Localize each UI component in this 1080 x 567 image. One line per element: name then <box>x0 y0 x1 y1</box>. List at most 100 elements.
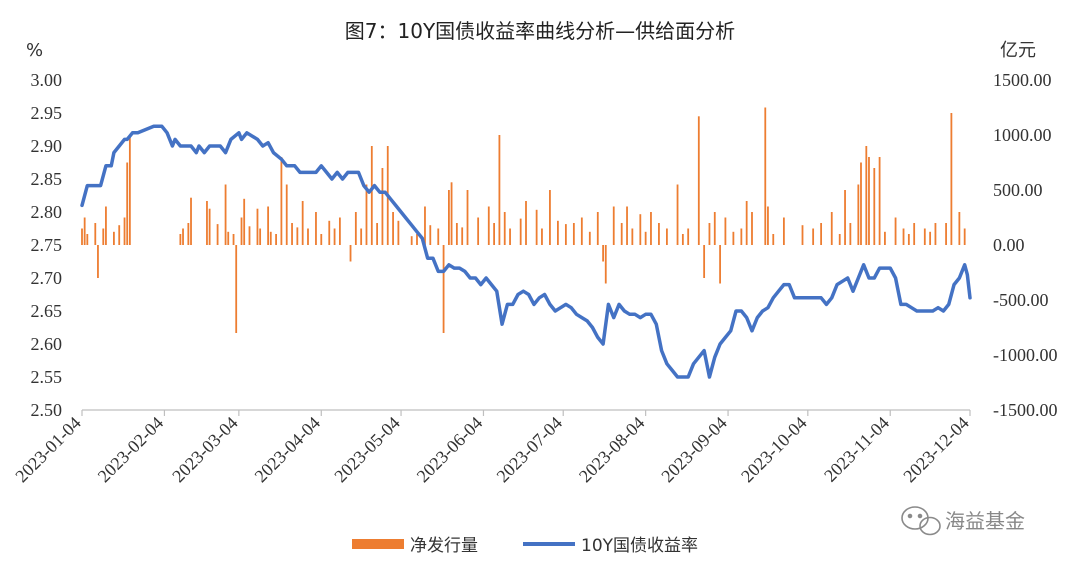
net-issuance-bar <box>477 217 480 245</box>
net-issuance-bar <box>232 234 235 245</box>
net-issuance-bar <box>360 228 363 245</box>
net-issuance-bar <box>844 190 846 245</box>
net-issuance-bar <box>280 157 283 245</box>
left-tick-label: 2.90 <box>31 136 63 156</box>
net-issuance-bar <box>801 225 804 245</box>
left-axis-ticks: 2.50 2.55 2.60 2.65 2.70 2.75 2.80 2.85 2.90 2.95… <box>31 70 63 420</box>
x-tick-label: 2023-10-04 <box>737 413 811 487</box>
net-issuance-bar <box>442 245 445 333</box>
net-issuance-bar <box>764 107 767 245</box>
net-issuance-bar <box>703 245 706 278</box>
x-tick-label: 2023-02-04 <box>94 413 168 487</box>
net-issuance-bar <box>929 231 932 245</box>
net-issuance-bar <box>676 184 679 245</box>
net-issuance-bar <box>631 228 634 245</box>
left-tick-label: 2.85 <box>31 169 63 189</box>
x-tick-label: 2023-07-04 <box>493 413 567 487</box>
net-issuance-bar <box>697 116 700 245</box>
net-issuance-bar <box>123 217 126 245</box>
net-issuance-bar <box>267 206 270 245</box>
net-issuance-bar <box>950 113 953 245</box>
net-issuance-bar <box>370 146 373 245</box>
net-issuance-bar <box>333 228 336 245</box>
net-issuance-bar <box>397 220 400 245</box>
right-axis-ticks: -1500.00 -1000.00 -500.00 0.00 500.00 1000.00… <box>993 70 1058 420</box>
net-issuance-bar <box>83 217 86 245</box>
net-issuance-bar <box>235 245 238 333</box>
net-issuance-bar <box>86 234 89 245</box>
net-issuance-bar <box>782 217 785 245</box>
x-tick-label: 2023-06-04 <box>413 413 487 487</box>
x-axis: 2023-01-04 2023-02-04 2023-03-04 2023-04-04… <box>11 409 973 487</box>
net-issuance-bar <box>873 168 876 245</box>
x-tick-label: 2023-11-04 <box>820 413 893 486</box>
net-issuance-bar <box>416 234 418 245</box>
net-issuance-bar <box>541 228 543 245</box>
net-issuance-bar <box>535 209 538 245</box>
net-issuance-bar <box>307 228 309 245</box>
net-issuance-bar <box>564 224 567 245</box>
net-issuance-bar <box>580 217 583 245</box>
net-issuance-bar <box>519 218 522 245</box>
net-issuance-bar <box>376 223 379 245</box>
right-tick-label: -500.00 <box>993 290 1049 310</box>
net-issuance-bar <box>588 231 591 245</box>
net-issuance-bar <box>525 201 527 245</box>
net-issuance-bar <box>612 206 615 245</box>
net-issuance-bar <box>97 245 99 278</box>
left-tick-label: 2.70 <box>31 268 63 288</box>
net-issuance-bar <box>450 182 453 245</box>
net-issuance-bar <box>328 220 331 245</box>
net-issuance-bar <box>455 223 458 245</box>
net-issuance-bar <box>604 245 607 284</box>
net-issuance-bar <box>724 217 727 245</box>
x-tick-label: 2023-01-04 <box>11 413 85 487</box>
net-issuance-bar <box>732 231 735 245</box>
net-issuance-bar <box>179 234 182 245</box>
net-issuance-bar <box>256 208 259 245</box>
x-tick-label: 2023-03-04 <box>168 413 242 487</box>
net-issuance-bar <box>549 190 551 245</box>
net-issuance-bar <box>626 206 628 245</box>
right-tick-label: 0.00 <box>993 235 1025 255</box>
net-issuance-bar <box>285 184 288 245</box>
net-issuance-bar <box>182 228 184 245</box>
net-issuance-bar <box>118 225 121 245</box>
net-issuance-bar <box>320 234 323 245</box>
net-issuance-bars <box>81 107 966 333</box>
net-issuance-bar <box>349 245 352 262</box>
net-issuance-bar <box>830 212 833 245</box>
net-issuance-bar <box>94 223 97 245</box>
net-issuance-bar <box>248 226 251 245</box>
net-issuance-bar <box>751 212 753 245</box>
net-issuance-bar <box>410 236 413 245</box>
net-issuance-bar <box>381 168 384 245</box>
net-issuance-bar <box>105 206 107 245</box>
net-issuance-bar <box>429 225 432 245</box>
net-issuance-bar <box>448 190 450 245</box>
net-issuance-bar <box>894 217 897 245</box>
net-issuance-bar <box>907 234 910 245</box>
net-issuance-bar <box>878 157 881 245</box>
net-issuance-bar <box>301 201 304 245</box>
net-issuance-bar <box>498 135 501 245</box>
net-issuance-bar <box>934 223 937 245</box>
net-issuance-bar <box>437 228 440 245</box>
net-issuance-bar <box>365 184 368 245</box>
net-issuance-bar <box>102 228 105 245</box>
net-issuance-bar <box>493 223 495 245</box>
net-issuance-bar <box>958 212 961 245</box>
net-issuance-bar <box>487 206 490 245</box>
right-tick-label: 1500.00 <box>993 70 1052 90</box>
net-issuance-bar <box>719 245 721 284</box>
net-issuance-bar <box>126 162 129 245</box>
net-issuance-bar <box>128 135 131 245</box>
left-tick-label: 2.75 <box>31 235 63 255</box>
net-issuance-bar <box>240 217 243 245</box>
yield-line-layer <box>80 124 972 379</box>
left-tick-label: 2.65 <box>31 301 63 321</box>
net-issuance-bar <box>461 227 464 245</box>
left-tick-label: 3.00 <box>31 70 63 90</box>
net-issuance-bar <box>557 220 559 245</box>
